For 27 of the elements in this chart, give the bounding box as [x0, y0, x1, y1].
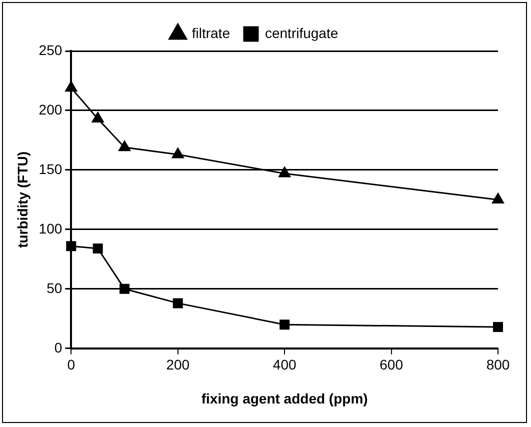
point [92, 243, 103, 254]
y-tick-label: 0 [54, 339, 62, 356]
point [493, 322, 503, 332]
legend-label: filtrate [192, 24, 230, 41]
y-tick-label: 150 [38, 160, 62, 177]
x-tick-label: 0 [67, 356, 76, 373]
point [65, 81, 78, 92]
point [278, 166, 291, 178]
y-tick-label: 50 [46, 280, 62, 296]
y-tick-label: 200 [38, 101, 62, 118]
x-tick-label: 600 [380, 356, 404, 373]
point [492, 192, 504, 204]
legend-label: centrifugate [264, 24, 338, 41]
y-axis-title: turbidity (FTU) [14, 151, 30, 248]
point [92, 112, 104, 123]
point [120, 284, 130, 294]
x-tick-label: 800 [486, 356, 510, 373]
y-tick-label: 100 [38, 220, 62, 236]
point [66, 241, 76, 252]
x-tick-label: 200 [166, 356, 190, 373]
y-tick-label: 250 [38, 42, 62, 58]
point [172, 148, 184, 158]
point [172, 298, 183, 308]
x-axis-title: fixing agent added (ppm) [201, 390, 368, 406]
point [280, 320, 290, 330]
x-tick-label: 400 [272, 356, 296, 373]
point [118, 140, 130, 152]
